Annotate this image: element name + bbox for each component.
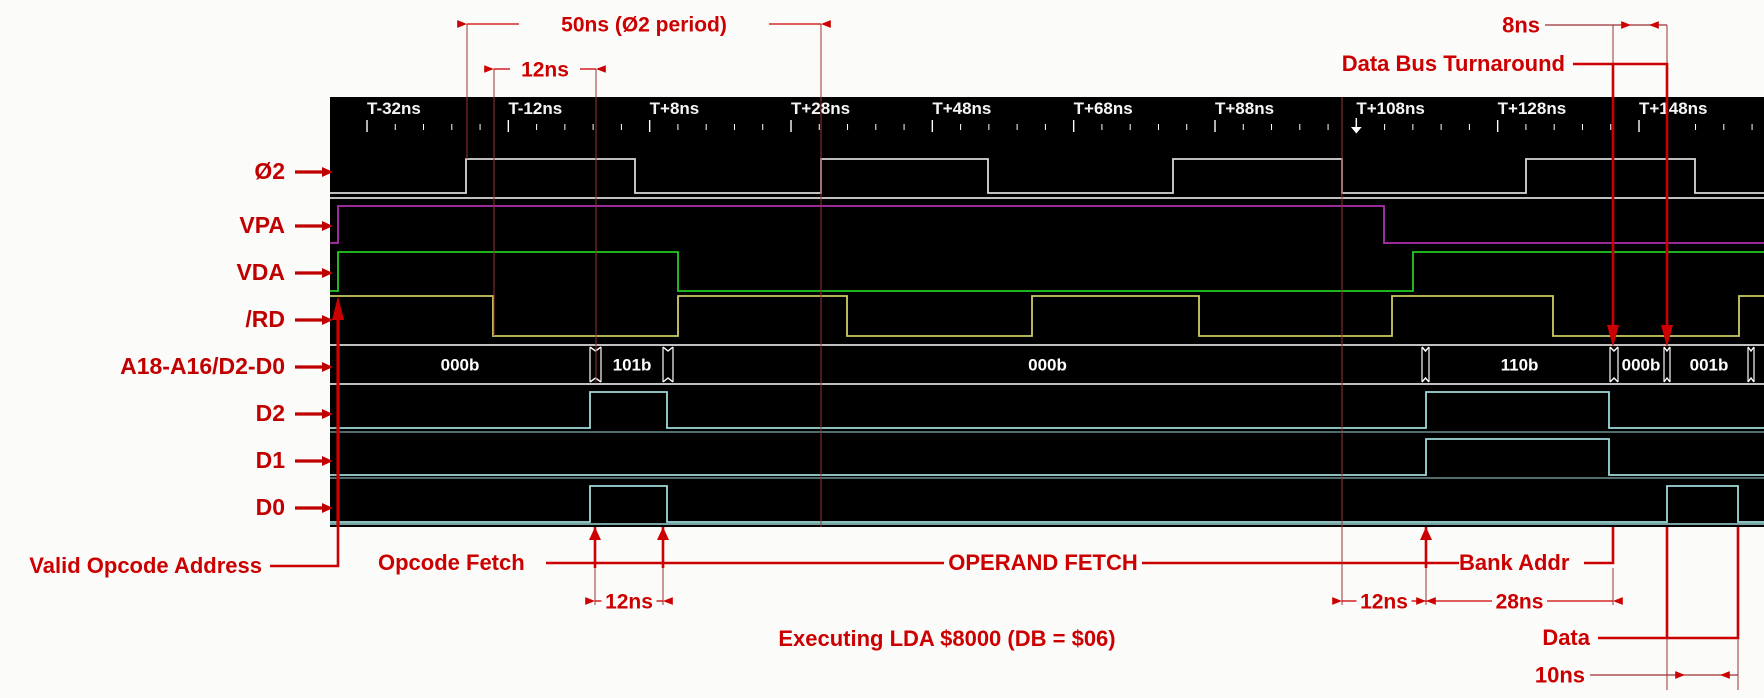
svg-text:VPA: VPA	[239, 212, 285, 238]
svg-text:001b: 001b	[1690, 356, 1729, 375]
svg-text:12ns: 12ns	[1360, 591, 1408, 614]
svg-text:000b: 000b	[1622, 356, 1661, 375]
svg-text:T+48ns: T+48ns	[932, 99, 991, 118]
svg-text:VDA: VDA	[236, 259, 285, 285]
svg-text:Ø2: Ø2	[254, 158, 285, 184]
svg-text:101b: 101b	[613, 356, 652, 375]
svg-text:28ns: 28ns	[1496, 591, 1544, 614]
svg-text:T+148ns: T+148ns	[1639, 99, 1708, 118]
svg-text:Data Bus Turnaround: Data Bus Turnaround	[1342, 51, 1565, 76]
svg-text:D1: D1	[256, 447, 286, 473]
svg-text:12ns: 12ns	[521, 59, 569, 82]
svg-text:T+128ns: T+128ns	[1498, 99, 1567, 118]
svg-text:A18-A16/D2-D0: A18-A16/D2-D0	[120, 353, 285, 379]
svg-text:D2: D2	[256, 400, 285, 426]
svg-text:T+108ns: T+108ns	[1356, 99, 1425, 118]
svg-text:000b: 000b	[441, 356, 480, 375]
svg-text:Executing LDA $8000 (DB = $06): Executing LDA $8000 (DB = $06)	[778, 626, 1115, 651]
svg-text:OPERAND FETCH: OPERAND FETCH	[948, 550, 1137, 575]
svg-text:000b: 000b	[1028, 356, 1067, 375]
svg-text:/RD: /RD	[245, 306, 285, 332]
svg-text:T+68ns: T+68ns	[1074, 99, 1133, 118]
svg-text:10ns: 10ns	[1535, 663, 1585, 688]
svg-text:T-32ns: T-32ns	[367, 99, 421, 118]
svg-text:Opcode Fetch: Opcode Fetch	[378, 550, 525, 575]
svg-text:T+8ns: T+8ns	[650, 99, 700, 118]
svg-text:Data: Data	[1542, 625, 1590, 650]
svg-text:D0: D0	[256, 494, 285, 520]
svg-text:T-12ns: T-12ns	[508, 99, 562, 118]
svg-text:Bank Addr: Bank Addr	[1459, 550, 1570, 575]
svg-text:50ns (Ø2 period): 50ns (Ø2 period)	[561, 14, 727, 37]
svg-text:12ns: 12ns	[605, 591, 653, 614]
svg-text:110b: 110b	[1501, 356, 1539, 375]
svg-text:Valid Opcode Address: Valid Opcode Address	[29, 553, 262, 578]
svg-text:T+88ns: T+88ns	[1215, 99, 1274, 118]
svg-text:8ns: 8ns	[1502, 13, 1540, 38]
